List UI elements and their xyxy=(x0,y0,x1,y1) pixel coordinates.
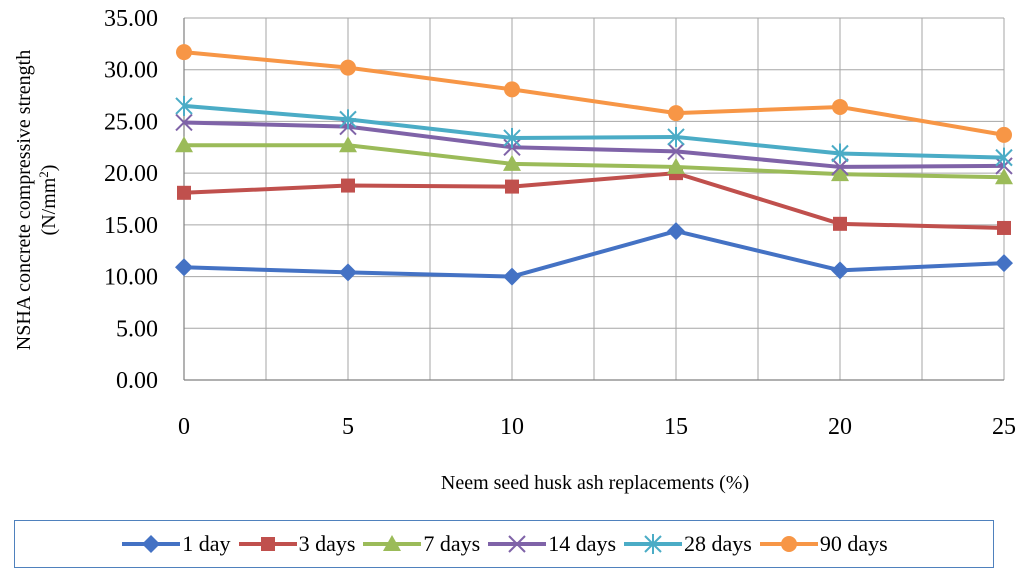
x-axis-label: Neem seed husk ash replacements (%) xyxy=(441,472,749,494)
legend-item-14-days: 14 days xyxy=(486,531,616,557)
data-point-90-days xyxy=(668,105,684,122)
series-line-14-days xyxy=(183,120,1005,169)
data-point-90-days xyxy=(504,81,520,98)
y-tick-labels: 0.00 5.00 10.00 15.00 20.00 25.00 30.00 35.00 xyxy=(104,6,158,394)
legend-marker-90-days xyxy=(780,536,797,552)
legend-swatch-3-days xyxy=(238,537,297,551)
data-point-1-day xyxy=(995,254,1013,273)
data-point-28-days xyxy=(175,95,193,116)
y-tick-label: 0.00 xyxy=(116,368,158,394)
series-line-3-days xyxy=(183,171,1005,230)
legend-item-28-days: 28 days xyxy=(622,531,752,557)
legend-item-90-days: 90 days xyxy=(758,531,888,557)
legend-marker-28-days xyxy=(644,534,662,554)
series-line-1-day xyxy=(183,229,1005,279)
series-7-days xyxy=(175,136,1013,185)
series-1-day xyxy=(175,222,1013,286)
data-point-14-days xyxy=(831,158,849,176)
y-tick-label: 20.00 xyxy=(104,161,158,187)
data-point-7-days xyxy=(339,136,357,153)
y-axis-units-suffix: ) xyxy=(38,165,60,172)
data-point-3-days xyxy=(177,185,191,200)
series-line-28-days xyxy=(183,103,1005,160)
legend-swatch-7-days xyxy=(363,535,422,551)
legend-swatch-1-day xyxy=(122,535,181,553)
data-point-90-days xyxy=(832,98,848,115)
x-tick-label: 15 xyxy=(664,414,688,440)
legend-label: 14 days xyxy=(548,531,617,556)
grid xyxy=(183,17,1005,381)
data-point-3-days xyxy=(833,216,847,231)
data-point-28-days xyxy=(831,143,849,164)
data-point-1-day xyxy=(667,222,685,241)
legend-label: 1 day xyxy=(182,531,231,556)
legend-swatch-28-days xyxy=(624,534,683,554)
legend-swatch-90-days xyxy=(759,536,818,552)
legend: 1 day 3 days 7 days 14 days 28 days 90 days xyxy=(14,520,994,568)
x-tick-label: 5 xyxy=(342,414,354,440)
legend-swatch-14-days xyxy=(488,535,547,553)
data-point-7-days xyxy=(175,136,193,153)
data-point-1-day xyxy=(831,261,849,280)
y-tick-label: 5.00 xyxy=(116,316,158,342)
series-line-7-days xyxy=(184,143,1005,180)
data-point-1-day xyxy=(339,263,357,282)
data-point-1-day xyxy=(175,258,193,277)
y-axis-units-prefix: (N/mm xyxy=(38,177,60,235)
y-axis-label-units: (N/mm2) xyxy=(36,165,60,236)
legend-item-7-days: 7 days xyxy=(361,531,480,557)
legend-label: 7 days xyxy=(423,531,481,556)
y-tick-label: 10.00 xyxy=(104,265,158,291)
x-tick-label: 20 xyxy=(828,414,852,440)
data-point-28-days xyxy=(503,127,521,148)
data-point-90-days xyxy=(340,59,356,76)
series-lines xyxy=(175,44,1013,286)
legend-marker-7-days xyxy=(383,535,402,551)
legend-item-1-day: 1 day xyxy=(120,531,231,557)
data-point-3-days xyxy=(997,220,1011,235)
legend-label: 3 days xyxy=(298,531,356,556)
data-point-7-days xyxy=(503,154,521,171)
y-tick-label: 35.00 xyxy=(104,6,158,32)
data-point-14-days xyxy=(175,113,193,132)
series-line-90-days xyxy=(183,50,1005,137)
data-point-28-days xyxy=(667,126,685,147)
data-point-3-days xyxy=(341,178,355,193)
x-tick-labels: 0 5 10 15 20 25 xyxy=(178,414,1016,440)
series-28-days xyxy=(175,95,1013,168)
y-tick-label: 15.00 xyxy=(104,213,158,239)
data-point-28-days xyxy=(995,147,1013,168)
y-tick-label: 30.00 xyxy=(104,58,158,84)
data-point-28-days xyxy=(339,109,357,130)
data-point-90-days xyxy=(176,44,192,61)
data-point-7-days xyxy=(995,168,1013,185)
legend-label: 28 days xyxy=(684,531,752,556)
data-point-14-days xyxy=(667,142,685,161)
x-tick-label: 25 xyxy=(992,414,1016,440)
legend-marker-3-days xyxy=(260,537,275,551)
series-90-days xyxy=(176,44,1012,143)
legend-label: 90 days xyxy=(819,531,888,556)
y-tick-label: 25.00 xyxy=(104,109,158,135)
data-point-1-day xyxy=(503,267,521,286)
data-point-7-days xyxy=(667,157,685,174)
x-tick-label: 10 xyxy=(500,414,524,440)
y-axis-label: NSHA concrete compressive strength xyxy=(13,50,35,350)
legend-item-3-days: 3 days xyxy=(237,531,356,557)
data-point-7-days xyxy=(831,165,849,182)
data-point-3-days xyxy=(505,179,519,194)
data-point-90-days xyxy=(996,126,1012,143)
y-axis-units-superscript: 2 xyxy=(36,171,51,178)
legend-marker-14-days xyxy=(508,535,526,553)
x-tick-label: 0 xyxy=(178,414,190,440)
legend-marker-1-day xyxy=(142,535,161,553)
